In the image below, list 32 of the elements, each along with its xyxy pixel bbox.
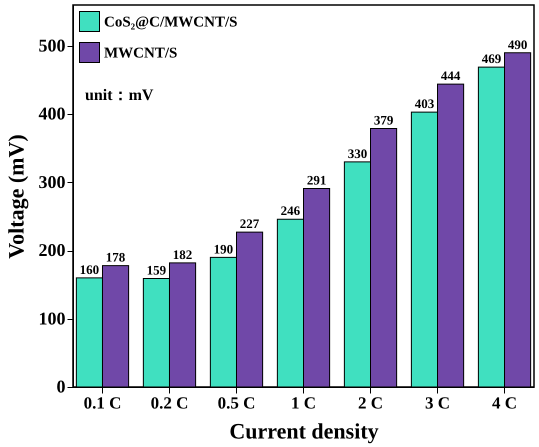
- x-tick-label: 3 C: [424, 394, 450, 412]
- x-axis-title: Current density: [229, 418, 379, 444]
- data-label: 190: [214, 241, 234, 256]
- x-tick-label: 2 C: [358, 394, 384, 412]
- y-axis-title: Voltage (mV): [4, 134, 28, 259]
- y-tick-label: 200: [38, 240, 66, 260]
- x-tick-label: 0.5 C: [218, 394, 256, 412]
- x-tick-label: 0.1 C: [84, 394, 122, 412]
- data-label: 291: [306, 172, 326, 188]
- data-label: 403: [414, 96, 435, 112]
- x-tick-label: 1 C: [290, 394, 316, 412]
- data-label: 182: [172, 246, 192, 262]
- y-tick-label: 500: [38, 35, 66, 56]
- y-tick-label: 400: [38, 104, 66, 124]
- x-tick-label: 0.2 C: [150, 394, 188, 412]
- data-label: 246: [280, 203, 301, 218]
- data-label: 379: [374, 112, 394, 128]
- legend-label: CoS₂@C/MWCNT/S: [104, 14, 238, 30]
- data-label: 469: [482, 51, 502, 66]
- data-label: 490: [508, 36, 528, 52]
- data-label: 160: [80, 262, 100, 277]
- y-tick-label: 0: [56, 376, 66, 396]
- data-label: 159: [146, 262, 167, 278]
- y-tick-label: 100: [38, 308, 66, 328]
- data-label: 178: [106, 250, 126, 265]
- data-label: 444: [440, 68, 461, 84]
- legend-label: MWCNT/S: [104, 46, 178, 62]
- data-label: 330: [348, 146, 368, 161]
- data-label: 227: [240, 216, 260, 232]
- x-tick-label: 4 C: [492, 394, 518, 412]
- annotation: unit：mV: [85, 87, 154, 104]
- y-tick-label: 300: [38, 172, 66, 192]
